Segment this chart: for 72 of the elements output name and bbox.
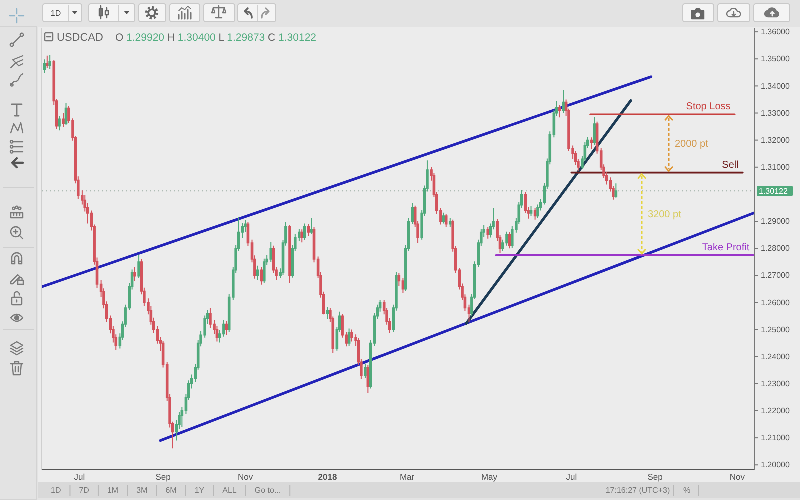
candlestick [486,226,490,240]
x-tick-label: Sep [156,472,172,482]
candlestick [534,208,537,220]
x-tick-label: Jul [74,472,86,482]
candlestick [350,329,354,342]
chart-title: USDCAD [57,32,104,44]
annotation: 2000 pt [675,139,709,150]
y-tick-label: 1.26000 [761,298,790,308]
candlestick [48,54,52,70]
text: 1D [51,486,62,495]
candlestick [62,112,65,128]
candlestick [43,59,46,74]
candlestick [590,137,594,150]
candlestick [300,229,304,244]
candlestick [442,212,446,224]
text: 17:16:27 (UTC+3) [606,486,670,495]
text: 1D [50,9,62,18]
x-tick-label: May [481,472,498,482]
candlestick [138,254,140,279]
annotation: 3200 pt [648,210,682,221]
candlestick [225,320,228,336]
x-tick-label: Sep [648,472,664,482]
text: 1M [107,486,119,495]
text: 1Y [194,486,206,495]
y-tick-label: 1.35000 [761,54,790,64]
y-tick-label: 1.28000 [761,244,790,254]
x-tick-label: Nov [730,472,746,482]
candlestick [262,258,266,284]
x-tick-label: Mar [400,472,415,482]
y-tick-label: 1.23000 [761,379,790,388]
y-tick-label: 1.27000 [761,271,790,280]
text: 3M [136,486,148,495]
candlestick [562,89,566,114]
candlestick [256,265,260,280]
candlestick [310,218,313,236]
series-label: Stop Loss [686,102,731,113]
y-tick-label: 1.22000 [761,406,790,416]
y-tick-label: 1.32000 [761,136,790,145]
candlestick [134,267,136,282]
candlestick [46,55,49,69]
candlestick [58,115,61,132]
candlestick [364,363,367,380]
x-tick-label: Nov [238,472,254,482]
y-tick-label: 1.31000 [761,162,790,172]
y-tick-label: 1.29000 [761,217,790,226]
text: % [683,486,691,495]
text: Go to... [254,486,282,495]
x-tick-label: Jul [566,472,578,482]
y-tick-label: 1.24000 [761,352,790,362]
candlestick [614,183,618,198]
text: 7D [79,486,90,495]
candlestick [593,116,596,146]
text: ALL [222,486,238,495]
candlestick [270,242,273,263]
chart-subtitle: O 1.29920 H 1.30400 L 1.29873 C 1.30122 [115,32,317,44]
y-tick-label: 1.25000 [761,325,790,334]
text: 6M [166,486,178,495]
x-tick-label: 2018 [318,472,338,482]
candlestick [558,104,561,118]
candlestick [530,206,533,217]
candlestick [448,218,452,228]
candlestick [288,224,292,284]
y-tick-label: 1.34000 [761,82,790,91]
candlestick [326,306,330,320]
y-tick-label: 1.36000 [761,28,790,37]
y-tick-label: 1.33000 [761,108,790,118]
y-tick-label: 1.21000 [761,434,790,443]
series-label: Take Profit [702,242,750,254]
series-label: Sell [722,160,739,171]
y-tick-label: 1.20000 [761,460,790,470]
candlestick [307,224,310,237]
ref-line-label: 1.30122 [759,187,788,196]
